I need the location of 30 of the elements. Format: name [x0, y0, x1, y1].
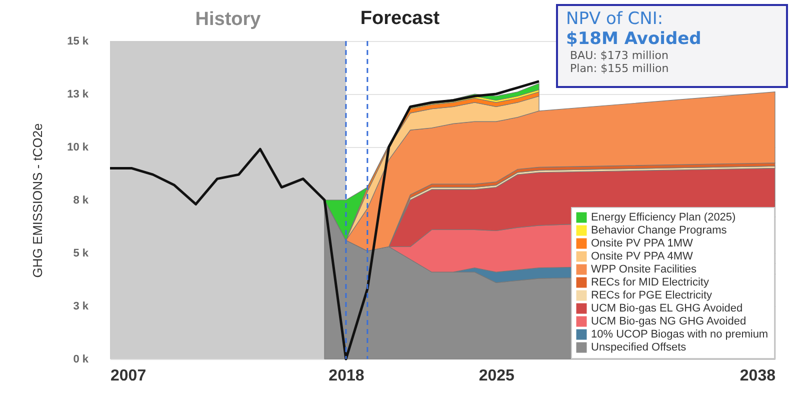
callout-box: NPV of CNI: $18M Avoided BAU: $173 million Plan: $155 million: [556, 4, 788, 88]
x-tick-label: 2007: [110, 368, 146, 384]
annotation: $18M Avoided: [566, 29, 702, 49]
y-tick-label: 13 k: [67, 88, 90, 100]
y-axis-title: GHG EMISSIONS - tCO2e: [30, 123, 46, 278]
y-tick-label: 15 k: [67, 36, 90, 48]
legend-label: UCM Bio-gas EL GHG Avoided: [591, 302, 743, 314]
y-tick-label: 10 k: [67, 142, 90, 154]
y-tick-label: 3 k: [73, 300, 90, 312]
y-tick-label: 8 k: [73, 194, 90, 206]
y-tick-label: 0 k: [73, 354, 90, 366]
legend-label: UCM Bio-gas NG GHG Avoided: [591, 316, 746, 328]
band-label: History: [195, 9, 262, 30]
text: Forecast: [359, 8, 441, 30]
legend-label: Onsite PV PPA 1MW: [591, 238, 694, 250]
legend-label: RECs for MID Electricity: [591, 276, 710, 288]
annotation: BAU: $173 million: [570, 49, 670, 62]
legend-label: 10% UCOP Biogas with no premium: [591, 328, 768, 340]
legend-label: WPP Onsite Facilities: [591, 264, 698, 276]
x-tick-label: 2038: [740, 368, 776, 384]
x-tick-label: 2018: [328, 368, 364, 384]
legend-label: Behavior Change Programs: [591, 224, 728, 236]
legend-label: Unspecified Offsets: [591, 342, 687, 354]
annotation: Plan: $155 million: [570, 62, 670, 75]
y-tick-label: 5 k: [73, 248, 90, 260]
legend-label: RECs for PGE Electricity: [591, 290, 713, 302]
legend-label: Energy Efficiency Plan (2025): [591, 212, 736, 224]
line-series: [108, 80, 540, 360]
legend-label: Onsite PV PPA 4MW: [591, 250, 694, 262]
x-tick-label: 2025: [478, 368, 515, 384]
